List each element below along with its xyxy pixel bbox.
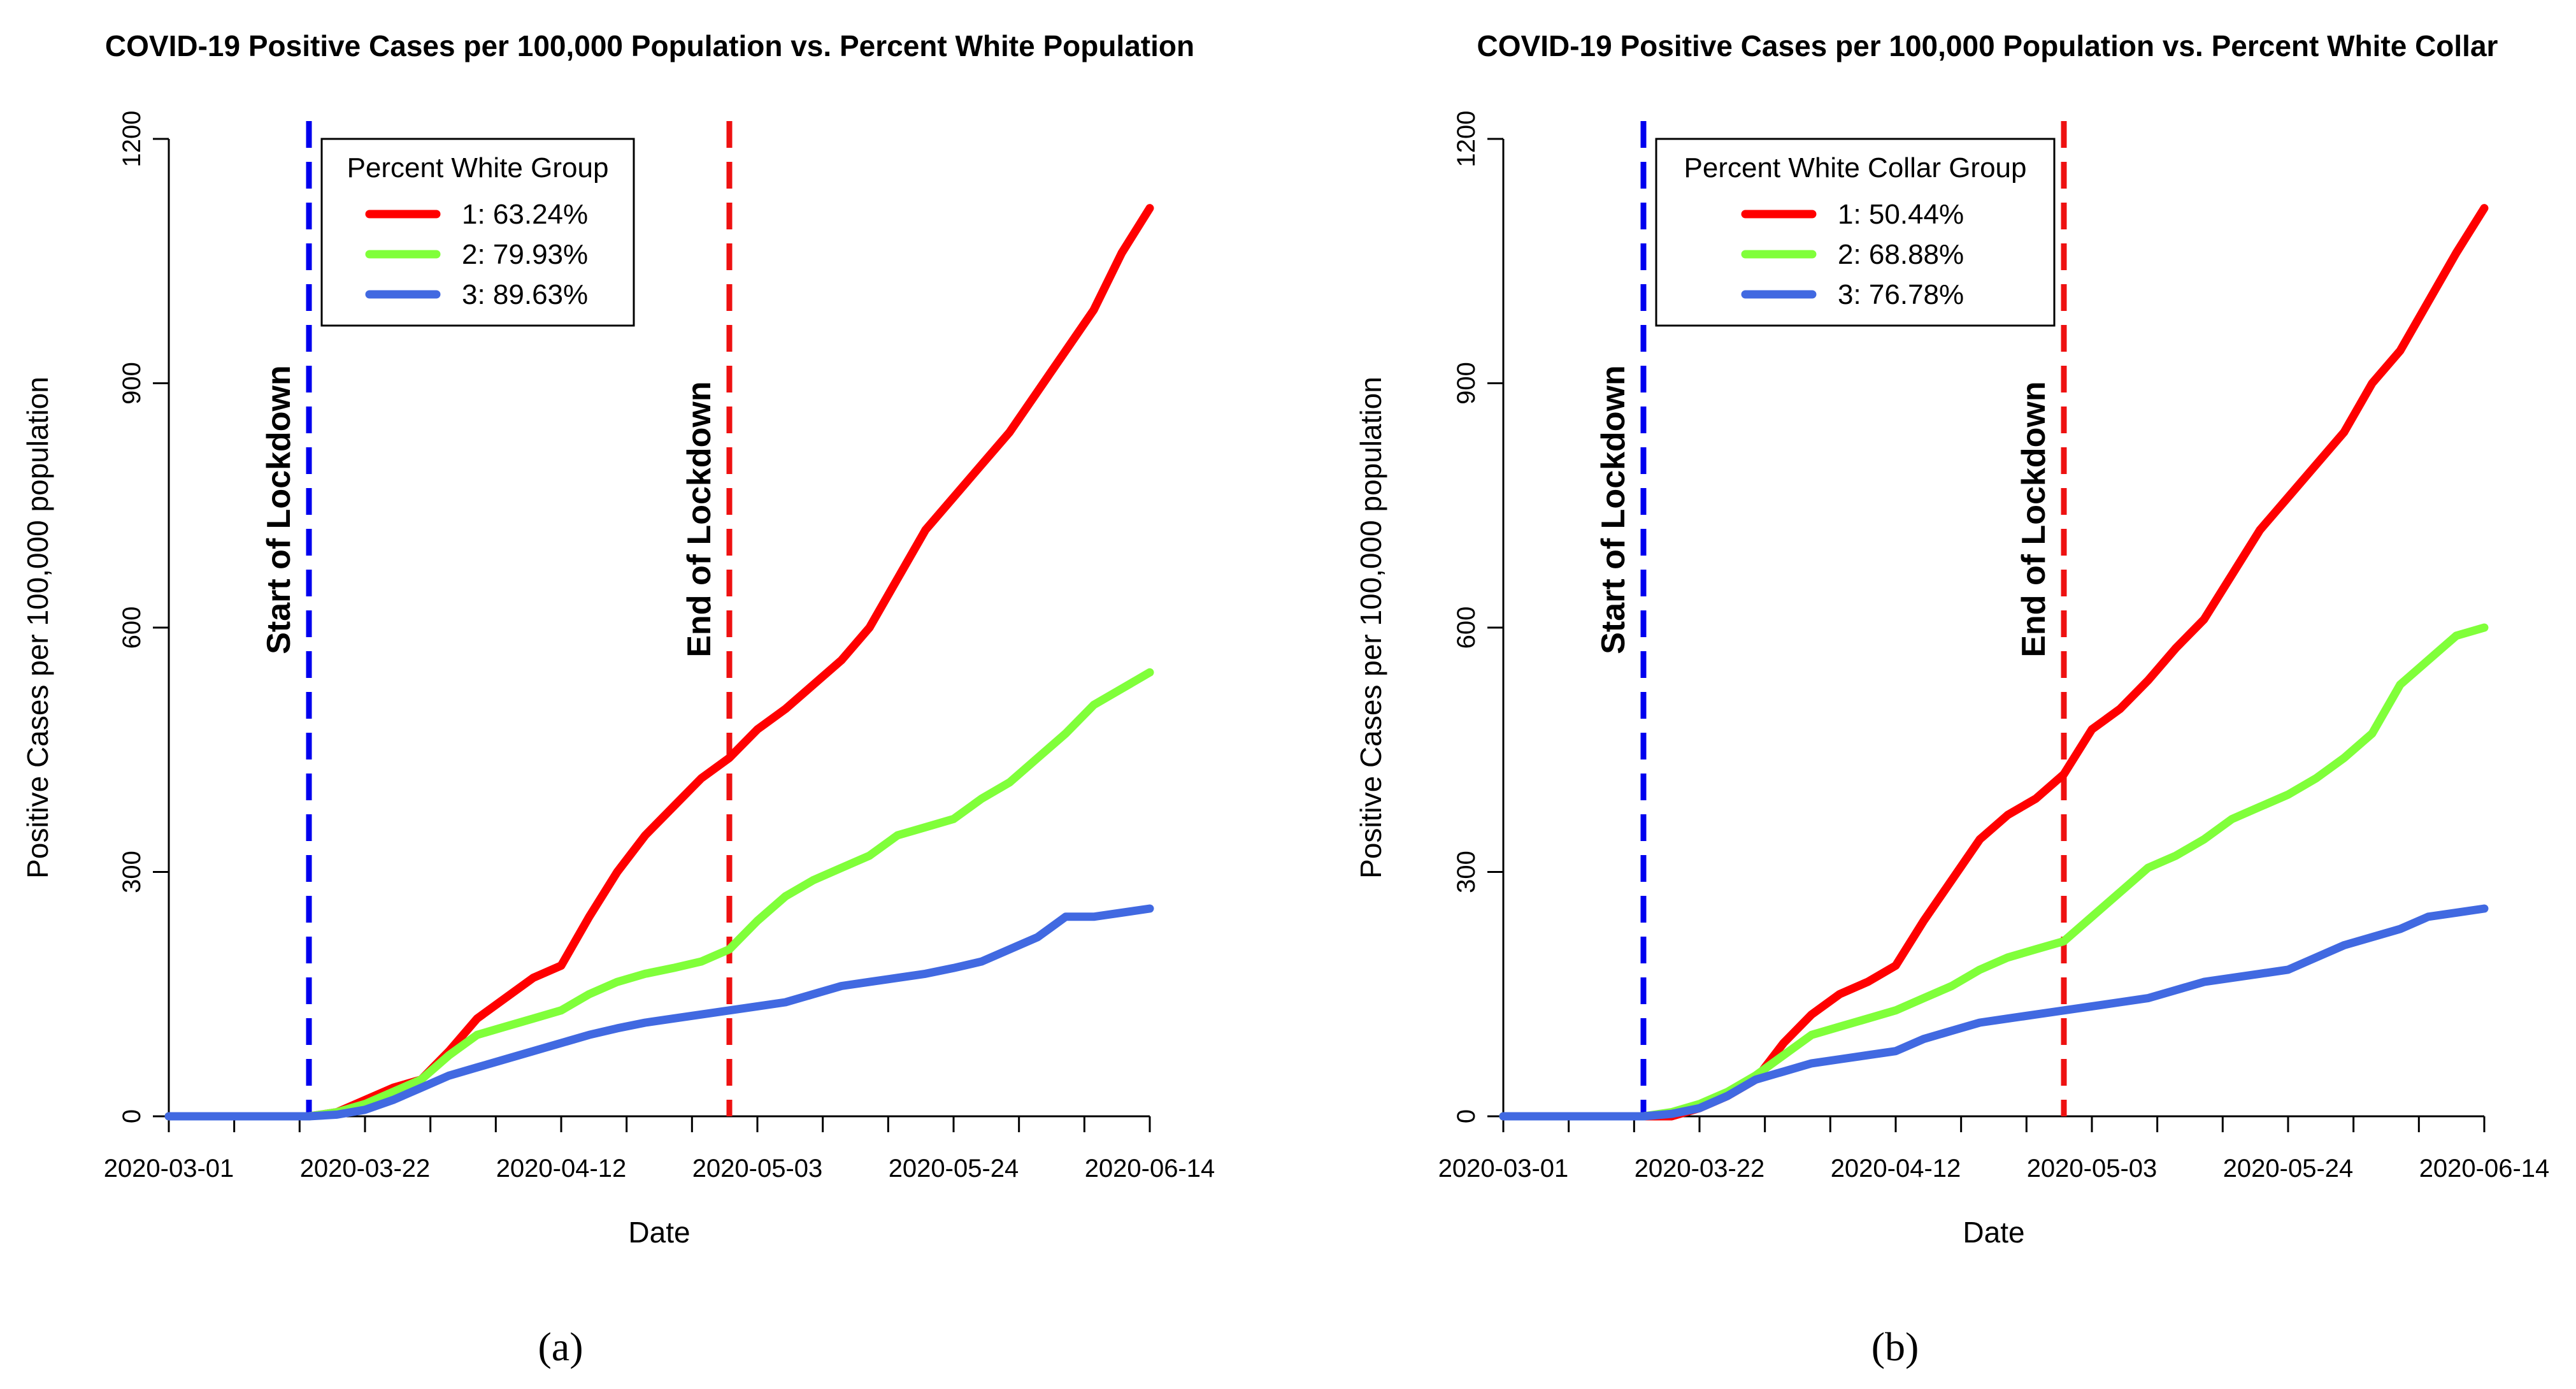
y-tick-label: 0	[1452, 1109, 1480, 1123]
start-lockdown-label: Start of Lockdown	[1595, 365, 1632, 654]
x-tick-label: 2020-06-14	[1085, 1155, 1215, 1183]
x-tick-label: 2020-04-12	[1831, 1155, 1961, 1183]
legend-box	[1655, 138, 2056, 327]
y-tick-label: 1200	[1452, 111, 1480, 168]
series-line-1	[164, 204, 1154, 1121]
x-axis-label: Date	[1963, 1216, 2024, 1249]
series-line-2	[164, 668, 1154, 1121]
x-tick-label: 2020-03-22	[1635, 1155, 1765, 1183]
x-tick-label: 2020-03-22	[300, 1155, 431, 1183]
y-axis-label: Positive Cases per 100,000 population	[21, 377, 54, 879]
x-tick-label: 2020-06-14	[2419, 1155, 2550, 1183]
legend-item-3: 3: 89.63%	[462, 279, 588, 310]
legend-item-1: 1: 63.24%	[462, 199, 588, 230]
legend-title: Percent White Collar Group	[1684, 152, 2027, 184]
y-tick-label: 300	[118, 851, 146, 893]
y-tick-label: 300	[1452, 851, 1480, 893]
legend-item-2: 2: 79.93%	[462, 239, 588, 270]
end-lockdown-label: End of Lockdown	[681, 381, 718, 657]
legend-item-1: 1: 50.44%	[1838, 199, 1964, 230]
legend-item-3: 3: 76.78%	[1838, 279, 1964, 310]
y-tick-label: 600	[1452, 607, 1480, 649]
series-line-3	[1499, 904, 2489, 1121]
y-tick-label: 900	[118, 362, 146, 405]
x-axis-label: Date	[628, 1216, 690, 1249]
legend-item-2: 2: 68.88%	[1838, 239, 1964, 270]
x-tick-label: 2020-05-03	[2027, 1155, 2157, 1183]
y-axis-label: Positive Cases per 100,000 population	[1354, 377, 1387, 879]
panel-caption: (a)	[538, 1324, 583, 1369]
x-tick-label: 2020-03-01	[104, 1155, 234, 1183]
y-tick-label: 1200	[118, 111, 146, 168]
x-tick-label: 2020-05-24	[2223, 1155, 2354, 1183]
chart-title: COVID-19 Positive Cases per 100,000 Popu…	[105, 29, 1194, 62]
start-lockdown-label: Start of Lockdown	[261, 365, 297, 654]
end-lockdown-label: End of Lockdown	[2015, 381, 2052, 657]
x-tick-label: 2020-05-03	[692, 1155, 823, 1183]
panel-caption: (b)	[1871, 1324, 1919, 1369]
x-tick-label: 2020-03-01	[1438, 1155, 1569, 1183]
x-tick-label: 2020-05-24	[889, 1155, 1019, 1183]
chart-title: COVID-19 Positive Cases per 100,000 Popu…	[1477, 29, 2498, 62]
series-line-1	[1499, 204, 2489, 1121]
y-tick-label: 900	[1452, 362, 1480, 405]
y-tick-label: 0	[118, 1109, 146, 1123]
chart-panel-a: COVID-19 Positive Cases per 100,000 Popu…	[21, 29, 1215, 1369]
series-line-2	[1499, 623, 2489, 1121]
chart-panel-b: COVID-19 Positive Cases per 100,000 Popu…	[1354, 29, 2549, 1369]
y-tick-label: 600	[118, 607, 146, 649]
x-tick-label: 2020-04-12	[496, 1155, 627, 1183]
legend-title: Percent White Group	[347, 152, 609, 184]
series-line-3	[164, 904, 1154, 1121]
